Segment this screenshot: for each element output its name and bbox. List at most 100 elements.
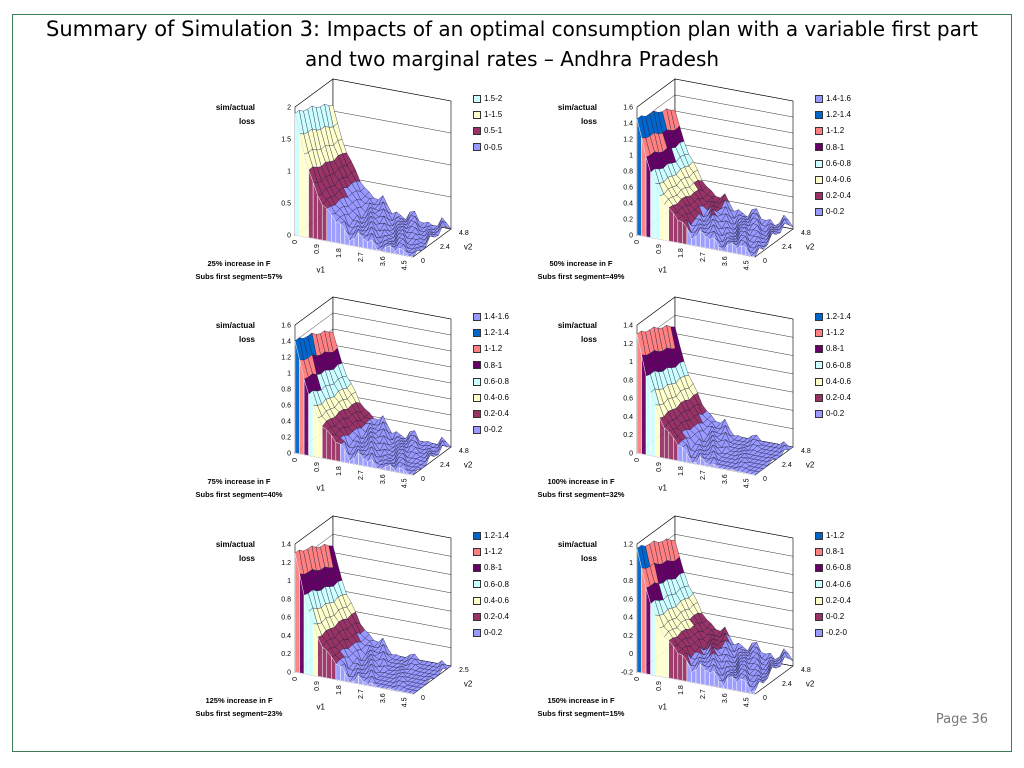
legend-label: 1.2-1.4 bbox=[826, 312, 851, 321]
legend-swatch bbox=[815, 596, 823, 605]
surface-front-strip bbox=[709, 670, 715, 687]
legend-label: 0.2-0.4 bbox=[826, 392, 851, 402]
chart-legend: 1.5-2 1-1.5 0.5-1 0-0.5 bbox=[473, 94, 502, 159]
surface-front-strip bbox=[668, 639, 674, 680]
x-tick-label: 1.8 bbox=[336, 685, 343, 695]
x-tick-label: 4.5 bbox=[744, 697, 751, 707]
x-tick-label: 2.7 bbox=[358, 470, 365, 480]
z-tick-label: 0.6 bbox=[623, 185, 633, 192]
z-tick-label: 1.5 bbox=[281, 137, 291, 144]
y-tick-label: 2.4 bbox=[782, 462, 792, 469]
legend-label: 1.2-1.4 bbox=[826, 110, 851, 120]
surface-chart-2: sim/actual loss 50% increase in F Subs firs… bbox=[537, 78, 877, 320]
slide-title-rest: Impacts of an optimal consumption plan w… bbox=[304, 17, 978, 71]
caption-scenario: 25% increase in F bbox=[207, 259, 271, 268]
surface-front-strip bbox=[650, 172, 656, 239]
surface-front-strip bbox=[718, 467, 724, 470]
legend-label: 0.8-1 bbox=[826, 547, 845, 557]
legend-label: 0.6-0.8 bbox=[826, 158, 851, 168]
z-tick-label: 0.6 bbox=[623, 596, 633, 603]
legend-label: 1-1.2 bbox=[484, 344, 503, 354]
legend-swatch bbox=[473, 329, 481, 338]
legend-item: 0.6-0.8 bbox=[815, 361, 851, 377]
y-tick-label: 4.8 bbox=[801, 667, 811, 674]
surface-plot: 1.210.80.60.40.20-0.200.9 1.8 2.7 3.6 4.5v10… bbox=[621, 515, 815, 712]
x-tick-label: 4.5 bbox=[744, 260, 751, 270]
x-axis-label: v1 bbox=[659, 703, 668, 712]
x-tick-label: 2.7 bbox=[700, 252, 707, 262]
legend-item: 0.6-0.8 bbox=[815, 563, 851, 579]
legend-swatch bbox=[473, 143, 481, 152]
surface-front-strip bbox=[732, 469, 737, 472]
x-tick-label: 0 bbox=[634, 458, 641, 462]
surface-front-strip bbox=[745, 247, 751, 257]
surface-front-strip bbox=[750, 473, 756, 476]
x-tick-label: 3.6 bbox=[722, 693, 729, 703]
y-tick-label: 2.4 bbox=[782, 244, 792, 251]
chart-caption: 50% increase in F Subs first segment=49% bbox=[511, 257, 651, 283]
legend-label: 1-1.2 bbox=[826, 531, 845, 540]
surface-front-strip bbox=[741, 471, 746, 474]
surface-chart-4: sim/actual loss 100% increase in F Subs fir… bbox=[537, 296, 877, 538]
legend-swatch bbox=[473, 596, 481, 605]
surface-front-strip bbox=[709, 237, 715, 250]
legend-swatch bbox=[473, 531, 481, 540]
x-tick-label: 2.7 bbox=[700, 689, 707, 699]
legend-swatch bbox=[815, 329, 823, 338]
legend-label: 0.6-0.8 bbox=[826, 360, 851, 370]
legend-swatch bbox=[473, 629, 481, 638]
legend-item: 0-0.2 bbox=[473, 425, 509, 441]
z-tick-label: 0.2 bbox=[281, 435, 291, 442]
x-tick-label: 1.8 bbox=[678, 466, 685, 476]
z-axis-label-line2: loss bbox=[238, 335, 255, 344]
z-axis-label-line1: sim/actual bbox=[557, 540, 597, 549]
legend-label: 1.2-1.4 bbox=[484, 531, 509, 540]
legend-label: 1.2-1.4 bbox=[484, 328, 509, 338]
legend-swatch bbox=[815, 159, 823, 168]
surface-front-strip bbox=[659, 627, 665, 678]
x-tick-label: 0 bbox=[292, 677, 299, 681]
x-tick-label: 3.6 bbox=[722, 256, 729, 266]
legend-item: 0.4-0.6 bbox=[473, 393, 509, 409]
surface-front-strip bbox=[294, 113, 300, 237]
legend-swatch bbox=[815, 361, 823, 370]
legend-swatch bbox=[815, 393, 823, 402]
z-tick-label: 1.4 bbox=[623, 323, 633, 330]
legend-swatch bbox=[473, 361, 481, 370]
legend-swatch bbox=[473, 393, 481, 402]
x-tick-label: 3.6 bbox=[722, 474, 729, 484]
surface-front-strip bbox=[636, 118, 642, 237]
legend-item: 0.8-1 bbox=[815, 344, 851, 360]
surface-front-strip bbox=[636, 334, 642, 455]
surface-front-strip bbox=[344, 671, 350, 683]
y-tick-label: 0 bbox=[763, 476, 767, 483]
z-tick-label: 0.6 bbox=[623, 396, 633, 403]
z-tick-label: 0.4 bbox=[623, 201, 633, 208]
legend-label: 0.2-0.4 bbox=[484, 611, 509, 621]
z-tick-label: 0.8 bbox=[281, 387, 291, 394]
z-tick-label: 1.2 bbox=[281, 355, 291, 362]
legend-item: 0.2-0.4 bbox=[815, 596, 851, 612]
y-tick-label: 2.4 bbox=[440, 244, 450, 251]
surface-front-strip bbox=[408, 473, 414, 476]
y-tick-label: 4.8 bbox=[459, 230, 469, 237]
legend-label: 1.4-1.6 bbox=[826, 94, 851, 103]
legend-item: 0.2-0.4 bbox=[473, 612, 509, 628]
chart-legend: 1.4-1.6 1.2-1.4 1-1.2 0.8-1 0.6-0.8 0.4-0.6 0.… bbox=[473, 312, 509, 442]
y-axis-label: v2 bbox=[464, 680, 473, 689]
y-tick-label: 0 bbox=[421, 476, 425, 483]
legend-swatch bbox=[473, 564, 481, 573]
legend-label: 1-1.5 bbox=[484, 110, 503, 120]
slide-frame bbox=[12, 14, 1012, 752]
legend-item: 1.2-1.4 bbox=[473, 531, 509, 547]
z-axis-label: sim/actual loss bbox=[205, 319, 255, 347]
z-tick-label: 0 bbox=[287, 670, 291, 677]
z-tick-label: 0.2 bbox=[281, 651, 291, 658]
x-tick-label: 1.8 bbox=[336, 466, 343, 476]
legend-swatch bbox=[815, 175, 823, 184]
surface-front-strip bbox=[321, 646, 328, 679]
surface-front-strip bbox=[663, 204, 670, 242]
z-tick-label: 0.8 bbox=[281, 596, 291, 603]
x-tick-label: 1.8 bbox=[678, 248, 685, 258]
